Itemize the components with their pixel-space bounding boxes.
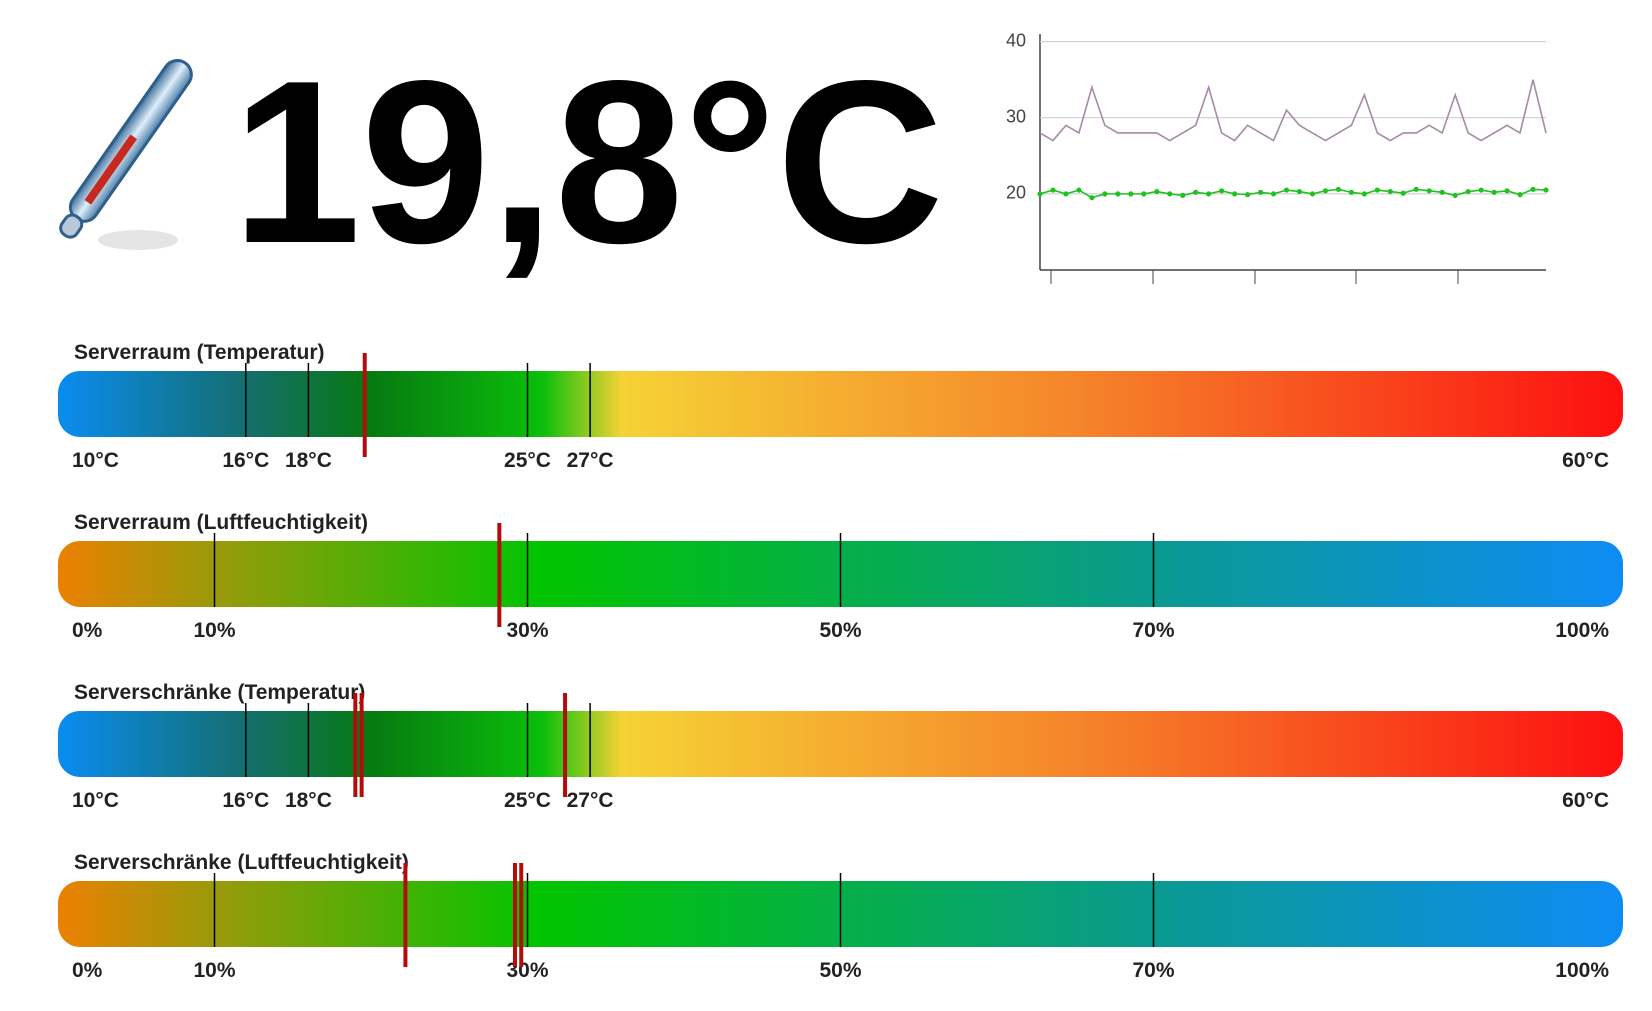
point [1296,188,1303,195]
point [1478,187,1484,193]
point [1167,191,1173,197]
tick-label: 60°C [1562,789,1609,812]
gauge: Serverraum (Temperatur) 10°C 16°C 18°C 25°C 2… [58,341,1623,472]
point [1309,191,1316,197]
tick-label: 27°C [567,449,614,472]
point [1530,186,1536,192]
tick-label: 60°C [1562,449,1609,472]
current-temperature: 19,8°C [232,33,944,292]
gauge: Serverschränke (Temperatur) 10°C 16°C 18°C 2… [58,681,1623,812]
tick-label: 0% [72,959,103,982]
point [1491,189,1497,195]
point [1465,188,1471,195]
tick-label: 16°C [222,789,269,812]
point [1154,188,1160,195]
tick-label: 16°C [222,449,269,472]
gauge-bar [58,711,1623,777]
tick-label: 27°C [567,789,614,812]
point [1257,189,1264,195]
point [1413,186,1419,192]
tick-label: 10°C [72,449,119,472]
point [1128,191,1134,197]
y-tick-label: 30 [1006,106,1026,126]
tick-label: 70% [1132,959,1174,982]
gauge-title: Serverschränke (Temperatur) [74,681,365,704]
tick-label: 10% [193,959,235,982]
point [1219,188,1225,194]
point [1244,192,1251,198]
gauge: Serverschränke (Luftfeuchtigkeit) 0% 10% 30… [58,851,1623,982]
tick-label: 10% [193,619,235,642]
point [1283,187,1290,193]
tick-label: 18°C [285,449,332,472]
thermometer-icon [59,59,193,250]
point [1348,189,1354,195]
gauge: Serverraum (Luftfeuchtigkeit) 0% 10% 30% 50%… [58,511,1623,642]
series-line [1039,79,1547,142]
tick-label: 18°C [285,789,332,812]
series-line [1039,188,1547,199]
y-tick-label: 40 [1006,30,1026,50]
point [1180,192,1186,198]
point [1193,189,1199,195]
point [1387,188,1393,195]
gauge-title: Serverschränke (Luftfeuchtigkeit) [74,851,409,874]
tick-label: 70% [1132,619,1174,642]
point [1206,191,1212,197]
point [1504,188,1510,194]
point [1517,192,1523,198]
gauge-title: Serverraum (Temperatur) [74,341,325,364]
point [1141,191,1147,197]
point [1322,188,1329,194]
point [1374,187,1380,193]
tick-label: 100% [1555,619,1609,642]
point [1439,189,1445,195]
gauge-title: Serverraum (Luftfeuchtigkeit) [74,511,368,534]
tick-label: 25°C [504,789,551,812]
tick-label: 30% [506,619,548,642]
point [1115,191,1121,197]
tick-label: 50% [819,959,861,982]
point [1050,187,1056,193]
point [1037,191,1043,197]
sparkline: 20 30 40 [1006,30,1549,284]
point [1076,187,1082,193]
tick-label: 50% [819,619,861,642]
gauge-bar [58,371,1623,437]
tick-label: 25°C [504,449,551,472]
point [1361,191,1367,197]
point [1232,191,1238,197]
point [1452,192,1458,198]
tick-label: 100% [1555,959,1609,982]
point [1335,186,1342,192]
tick-label: 30% [506,959,548,982]
point [1543,187,1549,193]
point [1270,191,1277,197]
y-tick-label: 20 [1006,183,1026,203]
point [1102,191,1108,197]
tick-label: 0% [72,619,103,642]
point [1426,188,1432,194]
point [1400,190,1406,196]
point [1063,191,1069,197]
point [1089,195,1095,201]
tick-label: 10°C [72,789,119,812]
